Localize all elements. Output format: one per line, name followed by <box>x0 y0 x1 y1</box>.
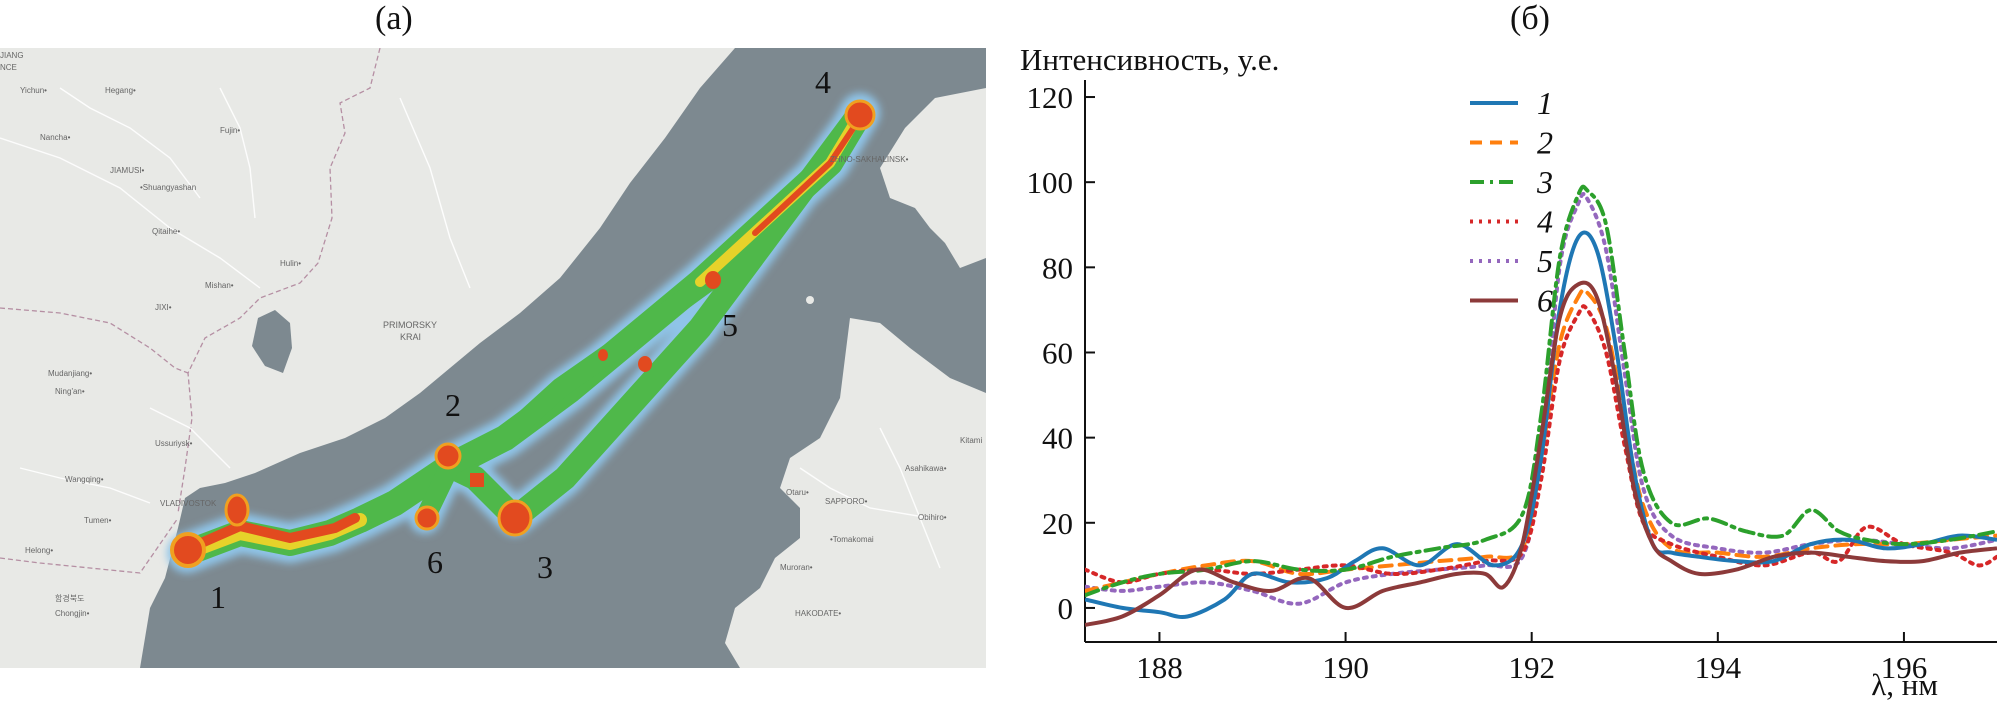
legend-label-5: 5 <box>1537 243 1553 279</box>
y-tick-label: 100 <box>1027 165 1074 200</box>
y-tick-label: 20 <box>1042 506 1073 541</box>
point-label-5: 5 <box>722 307 738 343</box>
chart-svg: Интенсивность, у.е. λ, нм 02040608010012… <box>990 40 1997 703</box>
place-name: Hegang• <box>105 86 136 95</box>
panel-label-a: (а) <box>375 0 413 38</box>
hotspot-6 <box>416 507 438 529</box>
place-name: Hulin• <box>280 259 301 268</box>
place-name: NCE <box>0 63 17 72</box>
y-tick-label: 60 <box>1042 335 1073 370</box>
place-name: ZHNO-SAKHALINSK• <box>830 155 909 164</box>
y-tick-label: 120 <box>1027 80 1074 115</box>
y-axis-label: Интенсивность, у.е. <box>1020 42 1279 77</box>
point-label-6: 6 <box>427 544 443 580</box>
x-tick-label: 188 <box>1136 650 1183 685</box>
place-name: •Shuangyashan <box>140 183 196 192</box>
map-svg: JIANG NCE Yichun• Hegang• Fujin• Nancha•… <box>0 48 986 668</box>
hotspot-small-a <box>638 356 652 372</box>
place-name: Mishan• <box>205 281 234 290</box>
y-tick-label: 80 <box>1042 250 1073 285</box>
y-tick-label: 0 <box>1058 591 1074 626</box>
hotspot-1 <box>172 534 204 566</box>
x-tick-label: 194 <box>1695 650 1742 685</box>
place-name: Qitaihe• <box>152 227 180 236</box>
place-name: Obihiro• <box>918 513 947 522</box>
place-name: Chongjin• <box>55 609 90 618</box>
small-island <box>806 296 814 304</box>
place-name: Wangqing• <box>65 475 104 484</box>
place-name: Nancha• <box>40 133 71 142</box>
hotspot-small-b <box>598 349 608 361</box>
place-name: Mudanjiang• <box>48 369 92 378</box>
place-name: Otaru• <box>786 488 809 497</box>
hotspot-2 <box>436 444 460 468</box>
heatmap-map: JIANG NCE Yichun• Hegang• Fujin• Nancha•… <box>0 48 986 668</box>
place-name: 함경북도 <box>55 593 84 603</box>
place-name: HAKODATE• <box>795 609 841 618</box>
point-label-4: 4 <box>815 64 831 100</box>
legend: 1 23 45 6 <box>1470 85 1553 319</box>
place-name: JIXI• <box>155 303 172 312</box>
place-name: •Tomakomai <box>830 535 874 544</box>
legend-label-2: 2 <box>1537 125 1553 161</box>
place-name: Ussuriysk• <box>155 439 193 448</box>
legend-label-4: 4 <box>1537 204 1553 240</box>
place-name: Tumen• <box>84 516 112 525</box>
region-name: KRAI <box>400 332 421 342</box>
place-name: JIANG <box>0 51 24 60</box>
place-name: Asahikawa• <box>905 464 947 473</box>
place-name: Ning'an• <box>55 387 85 396</box>
legend-label-3: 3 <box>1536 164 1553 200</box>
place-name: Kitami <box>960 436 982 445</box>
panel-label-b: (б) <box>1510 0 1550 38</box>
place-name: JIAMUSI• <box>110 166 145 175</box>
place-name: VLADIVOSTOK <box>160 499 217 508</box>
hotspot-1b <box>226 495 248 525</box>
x-tick-label: 192 <box>1508 650 1555 685</box>
place-name: Fujin• <box>220 126 240 135</box>
hotspot-5 <box>705 271 721 289</box>
place-name: Yichun• <box>20 86 47 95</box>
axes: 0 20 40 60 80 100 120 188 190 192 194 196 <box>1027 80 1997 685</box>
place-name: Muroran• <box>780 563 813 572</box>
legend-label-6: 6 <box>1537 283 1553 319</box>
point-label-1: 1 <box>210 579 226 615</box>
y-tick-label: 40 <box>1042 421 1073 456</box>
hotspot-3 <box>499 501 531 535</box>
hotspot-mid <box>470 473 484 487</box>
point-label-3: 3 <box>537 549 553 585</box>
x-tick-label: 190 <box>1322 650 1369 685</box>
hotspot-4 <box>846 101 874 129</box>
legend-label-1: 1 <box>1537 85 1553 121</box>
point-label-2: 2 <box>445 387 461 423</box>
place-name: Helong• <box>25 546 53 555</box>
place-name: SAPPORO• <box>825 497 868 506</box>
x-tick-label: 196 <box>1881 650 1928 685</box>
region-name: PRIMORSKY <box>383 320 437 330</box>
